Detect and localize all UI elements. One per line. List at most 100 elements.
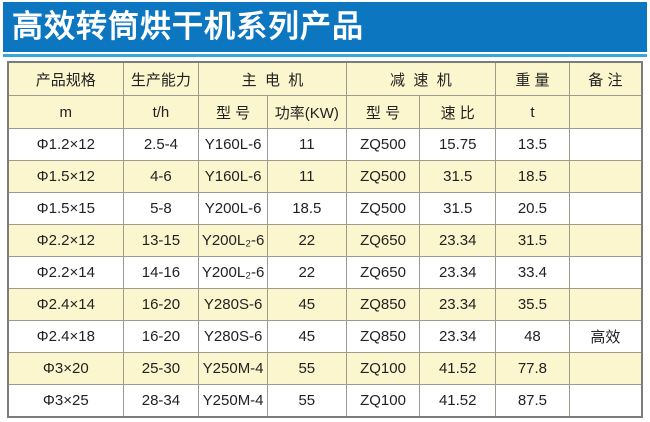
col-header-remark: 备 注 [568, 61, 643, 96]
subcol-header-remark-empty [568, 95, 643, 129]
cell-motor-model: Y160L-6 [198, 128, 268, 161]
cell-motor-model: Y200L₂-6 [198, 224, 268, 257]
cell-spec: Φ2.4×14 [7, 288, 124, 321]
cell-capacity: 2.5-4 [122, 128, 200, 161]
cell-reducer-model: ZQ100 [345, 384, 421, 418]
cell-motor-power: 11 [266, 160, 347, 193]
cell-remark [568, 128, 643, 161]
table-row: Φ1.5×12 4-6 Y160L-6 11 ZQ500 31.5 18.5 [7, 160, 643, 193]
cell-motor-model: Y250M-4 [198, 384, 268, 418]
cell-spec: Φ2.2×12 [7, 224, 124, 257]
cell-weight: 33.4 [495, 256, 570, 289]
cell-capacity: 28-34 [122, 384, 200, 418]
cell-weight: 35.5 [495, 288, 570, 321]
cell-capacity: 16-20 [122, 288, 200, 321]
cell-reducer-ratio: 41.52 [419, 352, 497, 385]
cell-reducer-model: ZQ650 [345, 256, 421, 289]
product-spec-table: 产品规格 生产能力 主 电 机 减 速 机 重 量 备 注 m t/h 型 号 … [7, 61, 643, 418]
cell-spec: Φ1.5×15 [7, 192, 124, 225]
cell-spec: Φ2.4×18 [7, 320, 124, 353]
cell-motor-power: 45 [266, 288, 347, 321]
page-title: 高效转筒烘干机系列产品 [3, 2, 647, 52]
cell-motor-power: 18.5 [266, 192, 347, 225]
cell-reducer-ratio: 23.34 [419, 256, 497, 289]
cell-reducer-model: ZQ500 [345, 160, 421, 193]
table-row: Φ2.2×14 14-16 Y200L₂-6 22 ZQ650 23.34 33… [7, 256, 643, 289]
subcol-header-reducer-model: 型 号 [345, 95, 421, 129]
cell-capacity: 4-6 [122, 160, 200, 193]
cell-remark: 高效 [568, 320, 643, 353]
cell-motor-model: Y200L-6 [198, 192, 268, 225]
cell-reducer-model: ZQ100 [345, 352, 421, 385]
cell-reducer-model: ZQ500 [345, 128, 421, 161]
subcol-header-reducer-ratio: 速 比 [419, 95, 497, 129]
cell-weight: 48 [495, 320, 570, 353]
cell-spec: Φ1.2×12 [7, 128, 124, 161]
cell-spec: Φ3×25 [7, 384, 124, 418]
col-header-weight: 重 量 [495, 61, 570, 96]
cell-reducer-model: ZQ500 [345, 192, 421, 225]
table-row: Φ1.5×15 5-8 Y200L-6 18.5 ZQ500 31.5 20.5 [7, 192, 643, 225]
cell-motor-power: 45 [266, 320, 347, 353]
cell-remark [568, 384, 643, 418]
col-header-spec: 产品规格 [7, 61, 124, 96]
cell-motor-power: 55 [266, 384, 347, 418]
cell-motor-model: Y280S-6 [198, 320, 268, 353]
cell-capacity: 14-16 [122, 256, 200, 289]
cell-reducer-ratio: 31.5 [419, 192, 497, 225]
cell-capacity: 25-30 [122, 352, 200, 385]
cell-capacity: 5-8 [122, 192, 200, 225]
cell-spec: Φ1.5×12 [7, 160, 124, 193]
col-header-reducer: 减 速 机 [345, 61, 497, 96]
cell-reducer-ratio: 31.5 [419, 160, 497, 193]
cell-weight: 77.8 [495, 352, 570, 385]
cell-reducer-ratio: 23.34 [419, 288, 497, 321]
cell-remark [568, 288, 643, 321]
table-row: Φ3×20 25-30 Y250M-4 55 ZQ100 41.52 77.8 [7, 352, 643, 385]
cell-motor-power: 22 [266, 224, 347, 257]
cell-motor-power: 55 [266, 352, 347, 385]
col-header-main-motor: 主 电 机 [198, 61, 347, 96]
table-row: Φ2.2×12 13-15 Y200L₂-6 22 ZQ650 23.34 31… [7, 224, 643, 257]
cell-reducer-model: ZQ850 [345, 320, 421, 353]
accent-strip [3, 54, 647, 57]
cell-motor-model: Y160L-6 [198, 160, 268, 193]
cell-remark [568, 256, 643, 289]
cell-remark [568, 160, 643, 193]
subcol-header-capacity-unit: t/h [122, 95, 200, 129]
header-row-units: m t/h 型 号 功率(KW) 型 号 速 比 t [7, 95, 643, 129]
table-row: Φ3×25 28-34 Y250M-4 55 ZQ100 41.52 87.5 [7, 384, 643, 418]
subcol-header-spec-unit: m [7, 95, 124, 129]
cell-weight: 13.5 [495, 128, 570, 161]
cell-remark [568, 352, 643, 385]
cell-reducer-ratio: 15.75 [419, 128, 497, 161]
subcol-header-motor-model: 型 号 [198, 95, 268, 129]
table-row: Φ1.2×12 2.5-4 Y160L-6 11 ZQ500 15.75 13.… [7, 128, 643, 161]
cell-motor-model: Y250M-4 [198, 352, 268, 385]
cell-weight: 31.5 [495, 224, 570, 257]
cell-motor-model: Y200L₂-6 [198, 256, 268, 289]
subcol-header-motor-power: 功率(KW) [266, 95, 347, 129]
cell-weight: 18.5 [495, 160, 570, 193]
table-row: Φ2.4×14 16-20 Y280S-6 45 ZQ850 23.34 35.… [7, 288, 643, 321]
cell-reducer-ratio: 23.34 [419, 320, 497, 353]
subcol-header-weight-unit: t [495, 95, 570, 129]
cell-spec: Φ2.2×14 [7, 256, 124, 289]
cell-weight: 20.5 [495, 192, 570, 225]
cell-motor-model: Y280S-6 [198, 288, 268, 321]
cell-remark [568, 192, 643, 225]
col-header-capacity: 生产能力 [122, 61, 200, 96]
cell-reducer-model: ZQ650 [345, 224, 421, 257]
cell-motor-power: 22 [266, 256, 347, 289]
table-row: Φ2.4×18 16-20 Y280S-6 45 ZQ850 23.34 48 … [7, 320, 643, 353]
cell-remark [568, 224, 643, 257]
cell-motor-power: 11 [266, 128, 347, 161]
cell-reducer-ratio: 23.34 [419, 224, 497, 257]
cell-reducer-ratio: 41.52 [419, 384, 497, 418]
header-row-groups: 产品规格 生产能力 主 电 机 减 速 机 重 量 备 注 [7, 61, 643, 96]
cell-capacity: 16-20 [122, 320, 200, 353]
cell-reducer-model: ZQ850 [345, 288, 421, 321]
cell-weight: 87.5 [495, 384, 570, 418]
cell-spec: Φ3×20 [7, 352, 124, 385]
cell-capacity: 13-15 [122, 224, 200, 257]
